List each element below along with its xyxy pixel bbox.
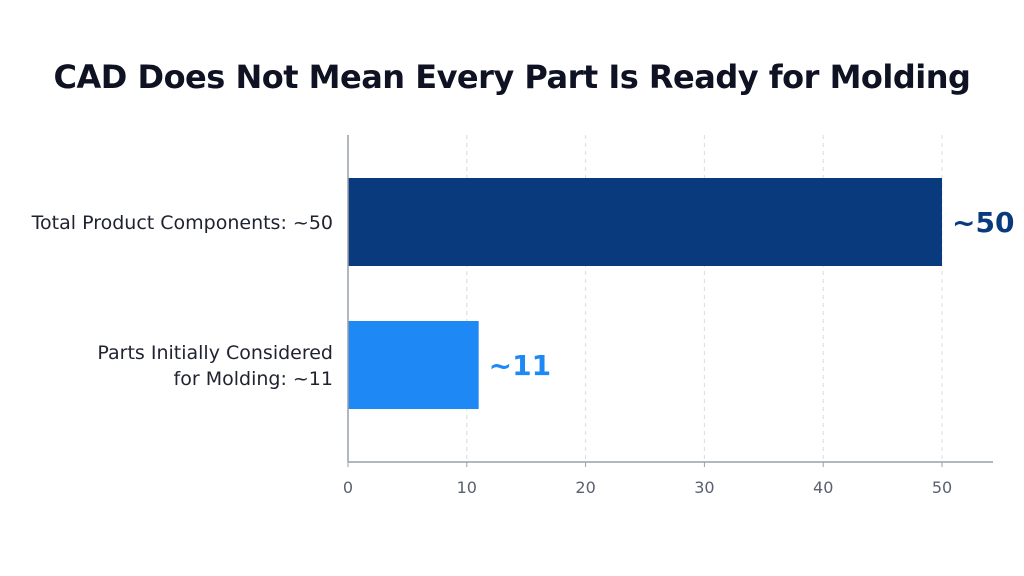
x-tick-label: 20 <box>575 478 595 497</box>
x-tick-label: 50 <box>932 478 952 497</box>
x-tick-label: 0 <box>343 478 353 497</box>
bars <box>348 178 942 409</box>
category-label: Parts Initially Considered <box>97 342 333 364</box>
axes <box>347 135 993 463</box>
category-label: Total Product Components: ~50 <box>31 212 333 234</box>
bar <box>348 321 479 409</box>
data-labels: ~50 ~11 <box>489 206 1015 382</box>
x-axis-ticks: 0 10 20 30 40 50 <box>343 462 952 497</box>
x-tick-label: 30 <box>694 478 714 497</box>
x-tick-label: 10 <box>457 478 477 497</box>
bar <box>348 178 942 266</box>
data-label: ~50 <box>952 206 1014 239</box>
category-label: for Molding: ~11 <box>174 368 333 390</box>
chart-title: CAD Does Not Mean Every Part Is Ready fo… <box>53 58 971 96</box>
data-label: ~11 <box>489 349 551 382</box>
category-labels: Total Product Components: ~50 Parts Initi… <box>31 212 333 390</box>
x-tick-label: 40 <box>813 478 833 497</box>
